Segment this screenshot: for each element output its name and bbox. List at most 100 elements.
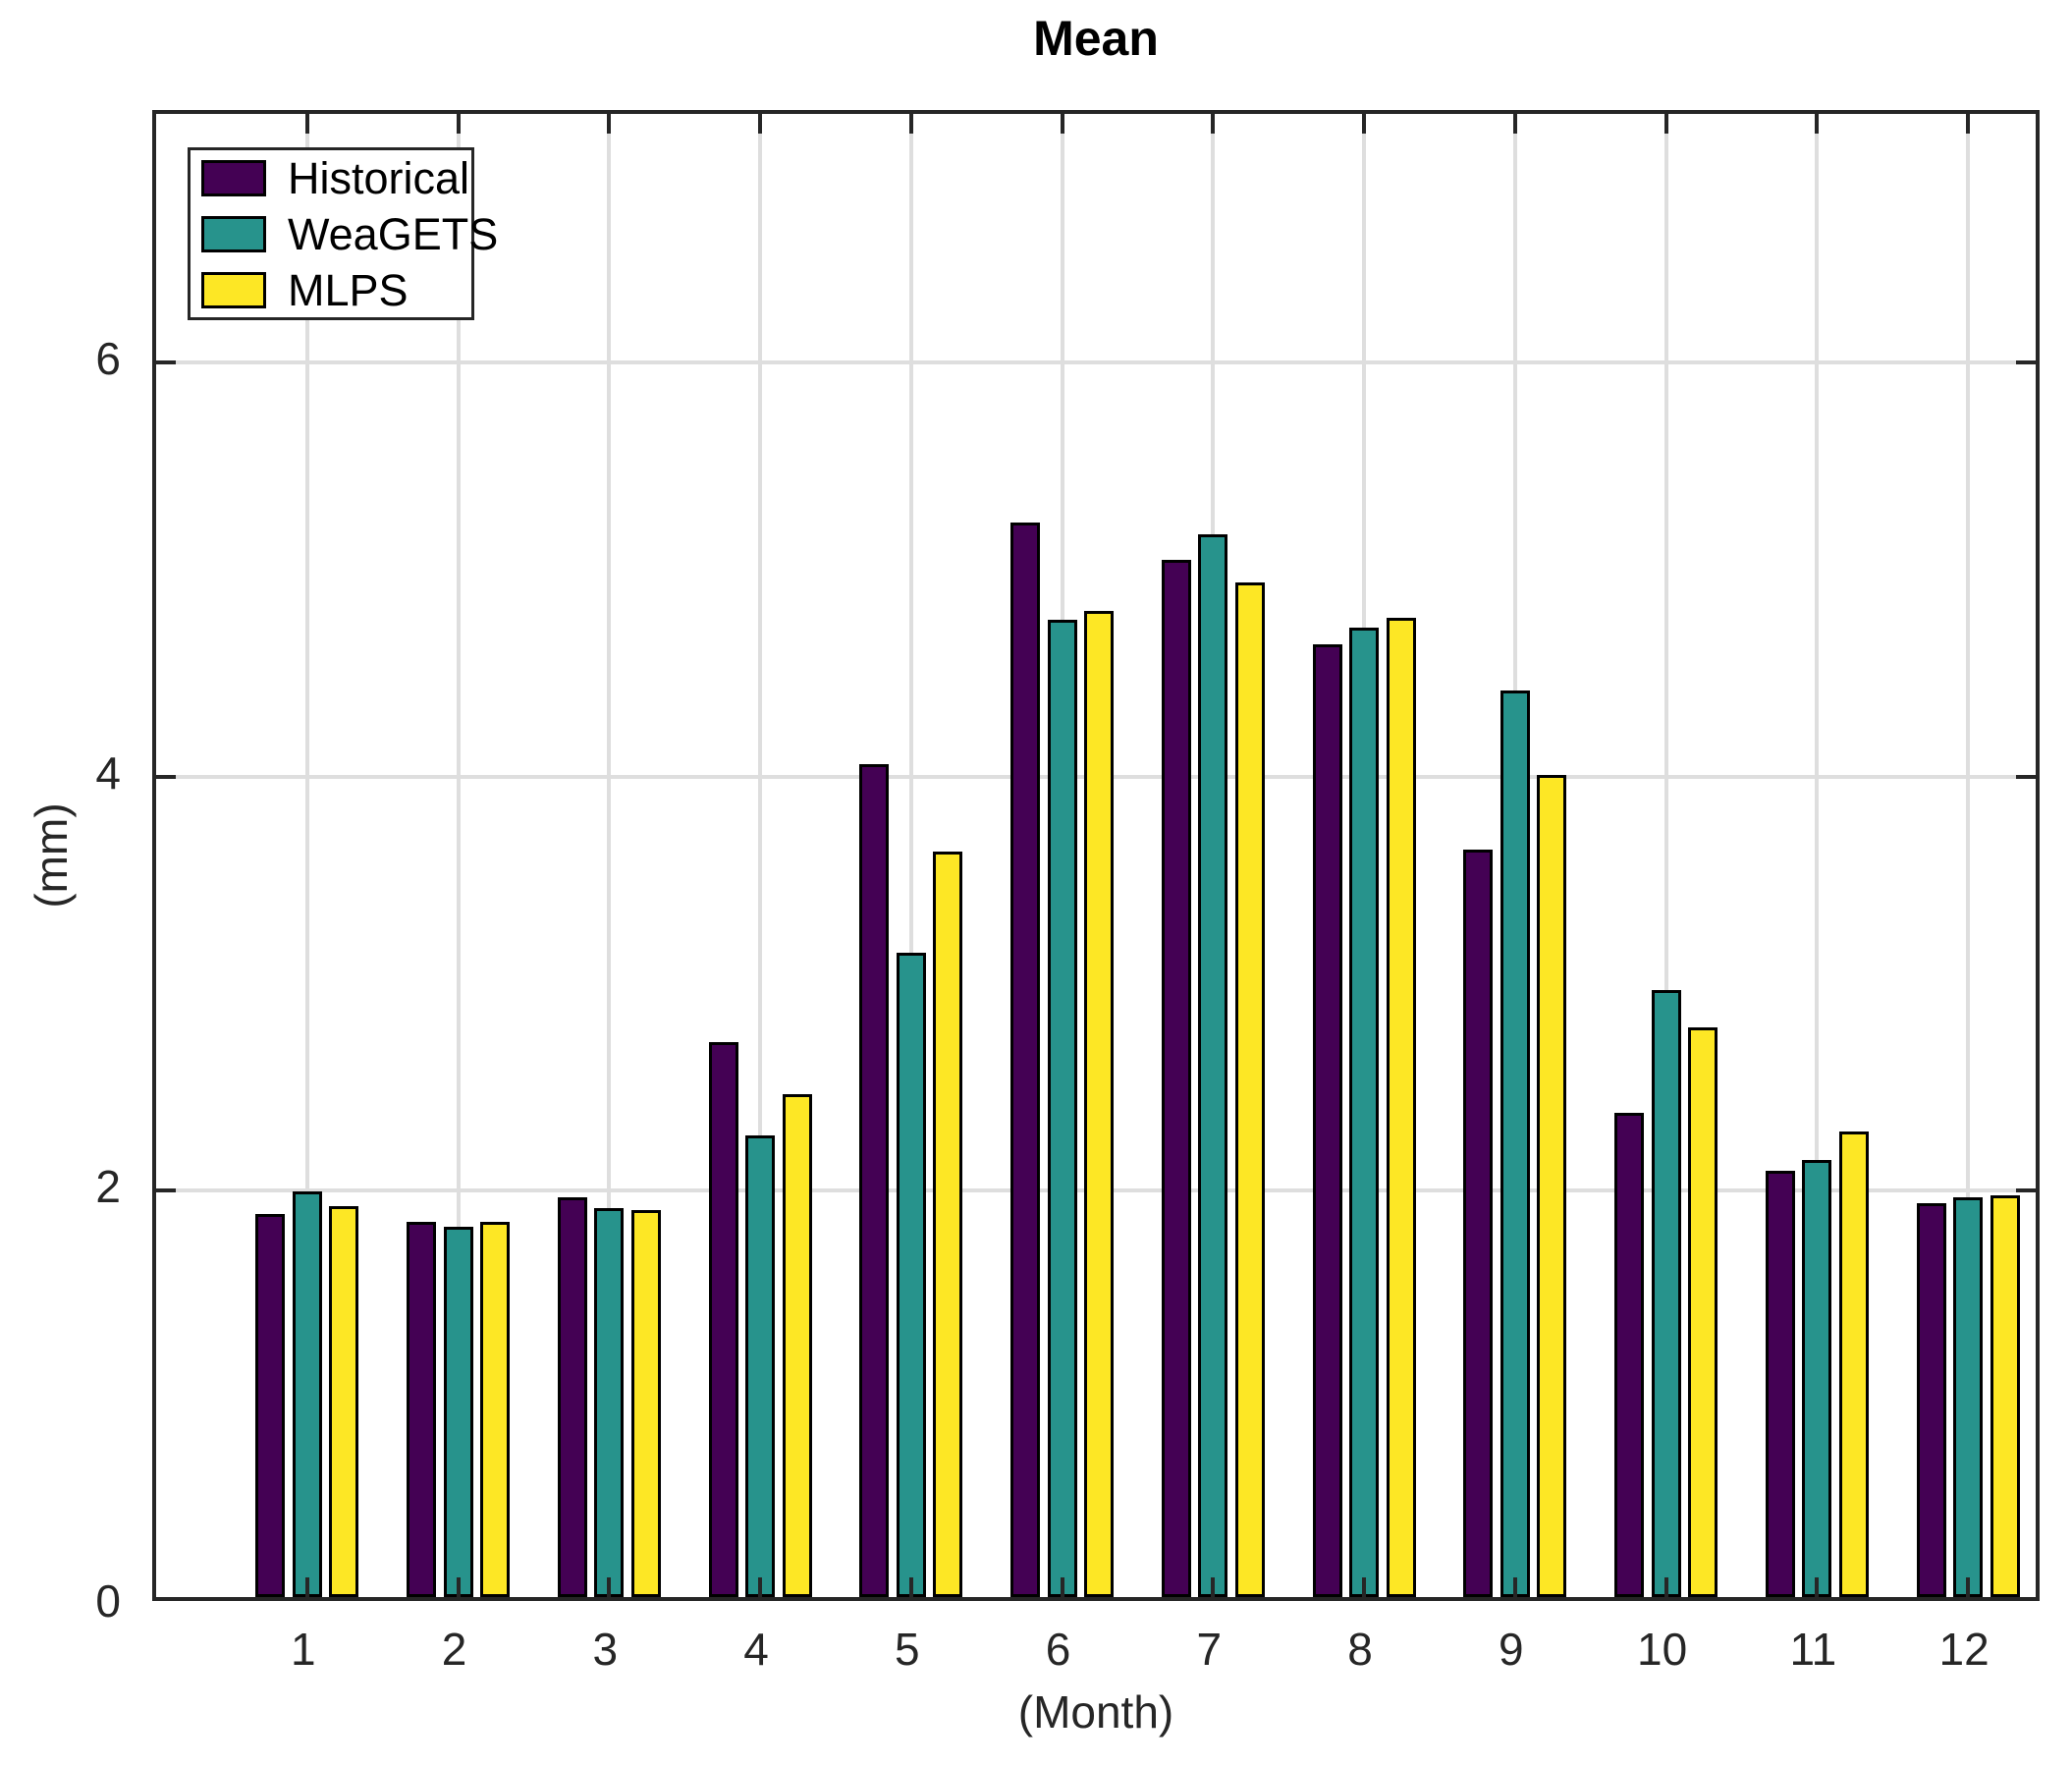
- x-axis-tick: [1060, 1577, 1064, 1597]
- x-axis-tick: [304, 1577, 309, 1597]
- x-axis-tick: [1966, 1577, 1971, 1597]
- bar-historical-month-8: [1312, 644, 1342, 1597]
- y-axis-right-tick: [2016, 1188, 2036, 1193]
- mlps-swatch: [201, 272, 266, 308]
- x-axis-top-tick: [1211, 114, 1216, 134]
- bar-mlps-month-12: [1990, 1194, 2020, 1597]
- bar-mlps-month-1: [329, 1205, 359, 1597]
- bar-historical-month-7: [1161, 559, 1191, 1597]
- x-tick-label: 10: [1637, 1624, 1688, 1675]
- bar-weagets-month-4: [745, 1134, 776, 1597]
- grid-line-vertical: [1663, 114, 1668, 1597]
- y-axis-right-tick: [2016, 774, 2036, 779]
- legend-item-historical: Historical: [201, 153, 469, 203]
- bar-weagets-month-8: [1349, 628, 1380, 1597]
- x-axis-top-tick: [1663, 114, 1668, 134]
- y-axis-label: (mm): [26, 802, 77, 909]
- bar-weagets-month-2: [443, 1226, 473, 1597]
- grid-line-vertical: [1815, 114, 1820, 1597]
- x-axis-top-tick: [908, 114, 913, 134]
- bar-historical-month-9: [1463, 849, 1494, 1597]
- legend: Historical WeaGETS MLPS: [188, 147, 498, 320]
- x-axis-top-tick: [304, 114, 309, 134]
- y-axis-tick: [156, 774, 176, 779]
- x-tick-label: 4: [743, 1624, 769, 1675]
- legend-label: MLPS: [288, 264, 409, 315]
- x-axis-tick: [1512, 1577, 1517, 1597]
- y-tick-label: 2: [95, 1161, 121, 1213]
- y-axis-tick: [156, 360, 176, 364]
- bar-weagets-month-11: [1802, 1160, 1832, 1597]
- bar-weagets-month-1: [292, 1190, 322, 1597]
- x-axis-tick: [758, 1577, 763, 1597]
- bar-mlps-month-2: [480, 1222, 511, 1597]
- bar-historical-month-3: [557, 1197, 587, 1597]
- bar-historical-month-4: [708, 1041, 738, 1597]
- legend-item-mlps: MLPS: [201, 265, 409, 315]
- x-axis-tick: [1362, 1577, 1367, 1597]
- x-tick-label: 9: [1499, 1624, 1524, 1675]
- x-tick-label: 3: [592, 1624, 619, 1675]
- bar-mlps-month-8: [1386, 617, 1416, 1597]
- bar-weagets-month-5: [896, 953, 926, 1597]
- x-axis-top-tick: [1060, 114, 1064, 134]
- bar-historical-month-1: [255, 1213, 286, 1597]
- x-tick-label: 12: [1938, 1624, 1990, 1675]
- x-tick-label: 8: [1347, 1624, 1373, 1675]
- bar-mlps-month-9: [1537, 775, 1567, 1597]
- x-axis-tick: [1663, 1577, 1668, 1597]
- bar-mlps-month-11: [1838, 1131, 1869, 1597]
- bar-weagets-month-6: [1047, 619, 1077, 1597]
- grid-line-vertical: [607, 114, 612, 1597]
- y-axis-right-tick: [2016, 360, 2036, 364]
- x-tick-label: 5: [895, 1624, 920, 1675]
- bar-weagets-month-7: [1198, 534, 1228, 1597]
- bar-weagets-month-3: [594, 1207, 625, 1597]
- legend-item-weagets: WeaGETS: [201, 209, 498, 259]
- legend-label: Historical: [288, 152, 470, 203]
- x-axis-tick: [456, 1577, 461, 1597]
- x-axis-top-tick: [758, 114, 763, 134]
- plot-area: Historical WeaGETS MLPS: [152, 110, 2040, 1601]
- bar-mlps-month-10: [1688, 1027, 1718, 1597]
- grid-line-horizontal: [156, 360, 2036, 364]
- x-axis-top-tick: [1362, 114, 1367, 134]
- grid-line-vertical: [908, 114, 913, 1597]
- x-axis-tick: [1211, 1577, 1216, 1597]
- y-tick-label: 4: [95, 746, 121, 799]
- x-axis-top-tick: [1815, 114, 1820, 134]
- x-axis-top-tick: [607, 114, 612, 134]
- grid-line-vertical: [1966, 114, 1971, 1597]
- bar-mlps-month-7: [1234, 581, 1265, 1597]
- x-tick-label: 11: [1789, 1624, 1837, 1675]
- x-axis-tick: [908, 1577, 913, 1597]
- bar-historical-month-5: [859, 764, 890, 1597]
- weagets-swatch: [201, 216, 266, 252]
- x-axis-tick: [607, 1577, 612, 1597]
- bar-mlps-month-4: [782, 1093, 812, 1597]
- x-tick-label: 1: [290, 1624, 316, 1675]
- x-tick-label: 6: [1045, 1624, 1071, 1675]
- x-axis-top-tick: [1966, 114, 1971, 134]
- x-axis-top-tick: [456, 114, 461, 134]
- legend-label: WeaGETS: [288, 208, 499, 259]
- bar-historical-month-11: [1765, 1170, 1795, 1597]
- y-axis-tick: [156, 1188, 176, 1193]
- grid-line-vertical: [456, 114, 461, 1597]
- bar-historical-month-12: [1916, 1203, 1946, 1597]
- x-axis-label: (Month): [1017, 1686, 1174, 1738]
- x-axis-tick: [1815, 1577, 1820, 1597]
- bar-historical-month-2: [407, 1222, 437, 1597]
- bar-weagets-month-12: [1953, 1197, 1984, 1597]
- grid-line-vertical: [304, 114, 309, 1597]
- x-axis-top-tick: [1512, 114, 1517, 134]
- x-tick-label: 7: [1196, 1624, 1223, 1675]
- bar-weagets-month-9: [1499, 690, 1530, 1597]
- y-tick-label: 6: [95, 333, 121, 384]
- bar-mlps-month-3: [630, 1209, 661, 1597]
- bar-historical-month-6: [1010, 522, 1041, 1597]
- chart-title: Mean: [1033, 11, 1159, 66]
- bar-weagets-month-10: [1651, 990, 1681, 1597]
- bar-mlps-month-5: [933, 852, 963, 1597]
